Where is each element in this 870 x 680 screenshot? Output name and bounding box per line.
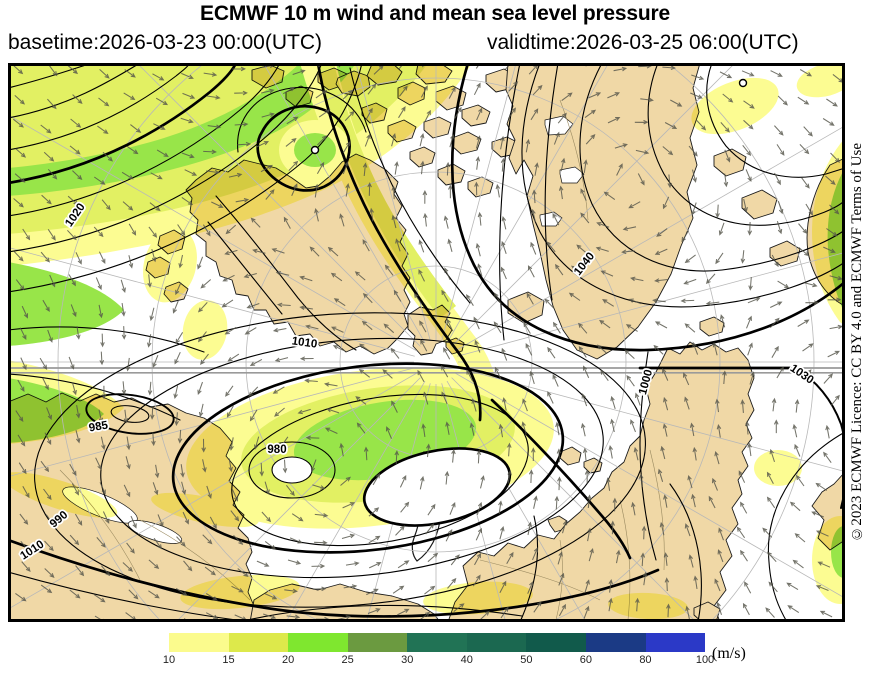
colorbar-tick-label: 15	[222, 654, 235, 666]
page-title: ECMWF 10 m wind and mean sea level press…	[200, 2, 670, 25]
colorbar-tick-label: 60	[579, 654, 592, 666]
country-borders	[59, 99, 665, 621]
colorbar-tick-label: 80	[639, 654, 652, 666]
colorbar-tick-label: 40	[460, 654, 473, 666]
colorbar-ticks: 10 15 20 25 30 40 50 60 80 100	[163, 654, 714, 668]
colorbar-tick-label: 20	[281, 654, 295, 666]
colorbar-segment	[169, 633, 229, 652]
colorbar-tick-label: 100	[695, 654, 715, 666]
cyclone-center-marker	[310, 145, 320, 155]
colorbar-tick-label: 25	[341, 654, 354, 666]
colorbar-segment	[228, 633, 289, 652]
colorbar-tick-label: 50	[520, 654, 533, 666]
validtime-label: validtime:2026-03-25 06:00(UTC)	[487, 31, 799, 54]
colorbar-track	[169, 633, 706, 652]
colorbar-segment	[466, 633, 527, 652]
colorbar-units: (m/s)	[712, 645, 746, 662]
copyright-text: ©2023 ECMWF Licence: CC BY 4.0 and ECMWF…	[849, 143, 865, 542]
colorbar-segment	[526, 633, 586, 652]
wind-speed-shading	[9, 64, 844, 620]
copyright-sidebar: ©2023 ECMWF Licence: CC BY 4.0 and ECMWF…	[845, 63, 870, 622]
colorbar-segment	[288, 633, 348, 652]
pressure-label: 985	[88, 419, 110, 434]
colorbar-segment	[645, 633, 706, 652]
pressure-contours	[9, 64, 844, 621]
colorbar-segment	[347, 633, 408, 652]
map-border	[8, 63, 845, 622]
cyclone-center-marker	[738, 78, 748, 88]
colorbar-segment	[585, 633, 646, 652]
cyclone-markers	[310, 78, 748, 155]
basetime-label: basetime:2026-03-23 00:00(UTC)	[8, 31, 322, 54]
pressure-label: 1010	[291, 335, 318, 350]
colorbar-tick-label: 10	[162, 654, 176, 666]
wind-arrows	[12, 64, 844, 621]
colorbar-tick-label: 30	[401, 654, 414, 666]
colorbar-segment	[407, 633, 467, 652]
pressure-label: 980	[267, 444, 286, 456]
